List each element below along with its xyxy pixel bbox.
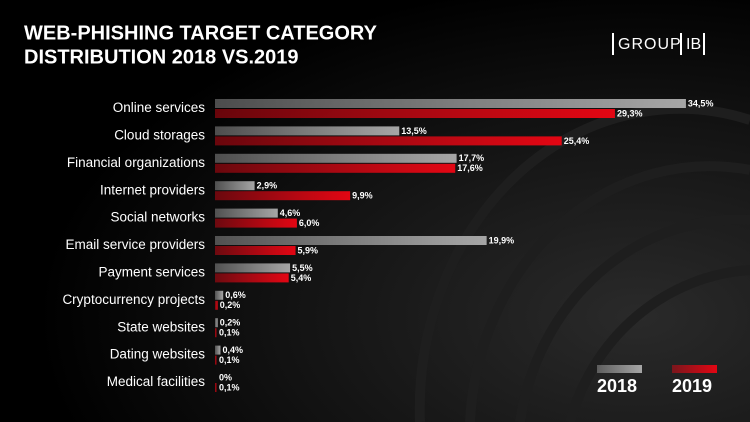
bar: [215, 218, 297, 228]
bar: [215, 99, 686, 108]
value-label: 0,6%: [225, 290, 246, 300]
legend-label: 2018: [597, 376, 637, 396]
bar: [215, 328, 217, 338]
value-label: 0%: [219, 372, 232, 382]
bar: [215, 126, 400, 136]
bar: [215, 300, 218, 310]
value-label: 0,2%: [220, 318, 241, 328]
logo-text: IB: [686, 36, 701, 53]
value-label: 25,4%: [564, 136, 590, 146]
legend-swatch: [672, 365, 717, 373]
category-label: Cloud storages: [114, 127, 205, 142]
category-label: Dating websites: [110, 347, 206, 362]
chart-title: WEB-PHISHING TARGET CATEGORY: [24, 22, 378, 44]
value-label: 0,1%: [219, 382, 240, 392]
background-arcs: [414, 103, 750, 422]
category-label: Online services: [113, 100, 206, 115]
chart-title: DISTRIBUTION 2018 VS.2019: [24, 46, 299, 68]
bar: [215, 318, 218, 328]
bar: [215, 208, 278, 218]
category-label: Payment services: [98, 264, 205, 279]
value-label: 5,5%: [292, 263, 313, 273]
value-label: 34,5%: [688, 98, 714, 108]
value-label: 5,4%: [291, 273, 312, 283]
value-label: 17,7%: [459, 153, 485, 163]
value-label: 6,0%: [299, 218, 320, 228]
value-label: 5,9%: [298, 245, 319, 255]
category-label: Cryptocurrency projects: [62, 292, 205, 307]
bar: [215, 345, 221, 355]
value-label: 2,9%: [257, 181, 278, 191]
value-label: 0,2%: [220, 300, 241, 310]
value-label: 17,6%: [457, 163, 483, 173]
bar: [215, 246, 296, 255]
category-label: Financial organizations: [67, 155, 205, 170]
value-label: 0,1%: [219, 355, 240, 365]
bar: [215, 153, 457, 163]
logo-text: GROUP: [618, 36, 682, 53]
bar: [215, 263, 291, 273]
bar: [215, 290, 224, 300]
category-label: Medical facilities: [107, 374, 206, 389]
category-label: Email service providers: [65, 237, 205, 252]
bar: [215, 236, 487, 245]
logo-bar: [612, 33, 614, 55]
bar: [215, 136, 562, 146]
value-label: 9,9%: [352, 191, 373, 201]
logo: GROUP IB: [612, 33, 705, 55]
legend-label: 2019: [672, 376, 712, 396]
bar: [215, 355, 217, 365]
bar: [215, 109, 615, 118]
value-label: 0,4%: [222, 345, 243, 355]
logo-bar: [703, 33, 705, 55]
bar: [215, 181, 255, 191]
legend-swatch: [597, 365, 642, 373]
bar: [215, 163, 456, 173]
value-label: 13,5%: [401, 126, 427, 136]
value-label: 19,9%: [489, 235, 515, 245]
category-label: Social networks: [110, 210, 205, 225]
value-label: 4,6%: [280, 208, 301, 218]
category-label: Internet providers: [100, 182, 205, 197]
category-label: State websites: [117, 319, 205, 334]
logo-bar: [680, 33, 682, 55]
value-label: 0,1%: [219, 328, 240, 338]
value-label: 29,3%: [617, 108, 643, 118]
bar: [215, 383, 217, 392]
bar: [215, 191, 351, 201]
bar: [215, 273, 289, 283]
